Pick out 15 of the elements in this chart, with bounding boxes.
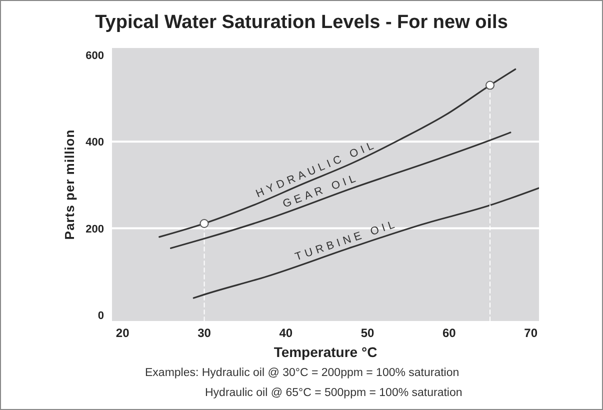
y-axis-title: Parts per million: [62, 129, 77, 240]
y-tick-label: 200: [86, 223, 104, 236]
x-tick-label: 20: [116, 326, 130, 340]
x-tick-label: 30: [198, 326, 212, 340]
text: Hydraulic oil @ 65°C = 500ppm = 100% saturation: [205, 387, 462, 399]
y-tick-label: 600: [86, 50, 104, 62]
x-tick-label: 70: [524, 326, 538, 340]
x-tick-label: 60: [442, 326, 456, 340]
y-tick-label: 400: [86, 136, 104, 149]
x-axis-title: Temperature °C: [274, 344, 378, 360]
x-tick-label: 40: [279, 326, 293, 340]
chart-title: Typical Water Saturation Levels - For new oils: [95, 12, 508, 33]
text: Examples: Hydraulic oil @ 30°C = 200ppm = 100% saturation: [145, 367, 460, 379]
y-tick-label: 0: [98, 310, 104, 322]
x-tick-label: 50: [360, 326, 375, 340]
